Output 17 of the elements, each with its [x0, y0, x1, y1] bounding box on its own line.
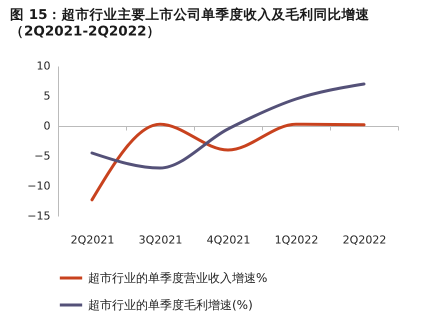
x-tick-label: 4Q2021 — [206, 234, 250, 246]
line-series — [90, 122, 366, 202]
x-tick-label: 2Q2022 — [342, 234, 386, 246]
y-tick-label: 0 — [44, 120, 50, 132]
y-tick-label: −10 — [27, 180, 50, 192]
x-tick-label: 3Q2021 — [138, 234, 182, 246]
legend-label: 超市行业的单季度毛利增速(%) — [88, 298, 253, 312]
chart-title: 图 15：超市行业主要上市公司单季度收入及毛利同比增速 — [10, 6, 370, 23]
y-tick-label: 5 — [44, 90, 50, 102]
y-tick-label: −5 — [34, 150, 50, 162]
y-tick-label: −15 — [27, 210, 50, 222]
line-series — [90, 82, 366, 170]
x-tick-label: 1Q2022 — [274, 234, 318, 246]
legend-label: 超市行业的单季度营业收入增速% — [88, 271, 268, 285]
chart-subtitle: （2Q2021-2Q2022） — [10, 24, 160, 40]
y-tick-label: 10 — [36, 60, 50, 72]
x-tick-label: 2Q2021 — [70, 234, 114, 246]
